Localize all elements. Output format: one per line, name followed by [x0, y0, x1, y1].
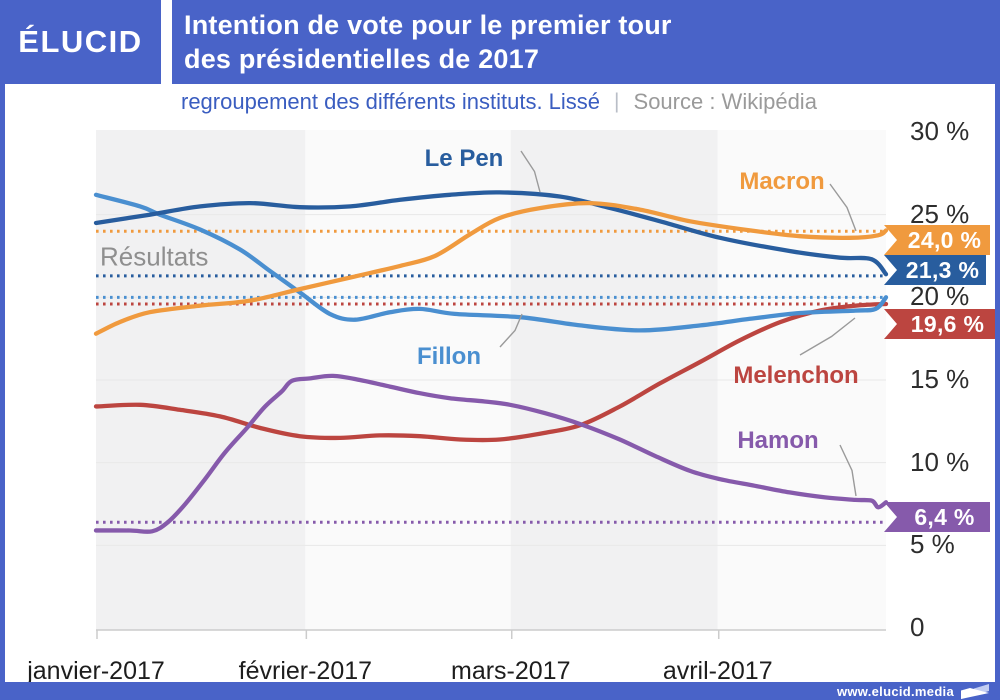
series-line-macron: [93, 200, 889, 336]
page-title: Intention de vote pour le premier tour d…: [172, 0, 1000, 84]
title-line-1: Intention de vote pour le premier tour: [184, 10, 672, 40]
series-label-le-pen: Le Pen: [424, 145, 504, 172]
y-axis-label: 20 %: [910, 281, 970, 312]
subtitle-method: regroupement des différents instituts. L…: [181, 89, 601, 114]
x-axis-label: février-2017: [238, 657, 373, 685]
label-pointer-line: [799, 317, 856, 356]
result-badge-le-pen: 21,3 %: [884, 255, 986, 285]
label-pointer-line: [520, 150, 541, 193]
y-axis-label: 0: [910, 611, 925, 642]
y-axis-label: 10 %: [910, 446, 970, 477]
label-pointer-line: [839, 444, 857, 497]
label-pointer-line: [829, 183, 857, 232]
y-axis-label: 5 %: [910, 529, 955, 560]
series-label-macron: Macron: [739, 168, 825, 195]
title-line-2: des présidentielles de 2017: [184, 44, 540, 74]
y-axis-label: 25 %: [910, 198, 970, 229]
series-label-hamon: Hamon: [737, 427, 819, 454]
left-border: [0, 80, 5, 700]
chart-subtitle: regroupement des différents instituts. L…: [0, 84, 1000, 120]
elucid-logo: ÉLUCID: [0, 0, 161, 84]
y-axis-label: 15 %: [910, 363, 970, 394]
y-axis-label: 30 %: [910, 115, 970, 146]
x-axis-label: mars-2017: [451, 657, 571, 685]
x-axis-label: janvier-2017: [27, 657, 165, 685]
footer-url: www.elucid.media: [836, 683, 954, 699]
right-border: [995, 80, 1000, 700]
elucid-flag-icon: [960, 683, 990, 700]
result-badge-macron: 24,0 %: [884, 225, 990, 255]
subtitle-separator: |: [614, 90, 620, 113]
results-label: Résultats: [100, 241, 209, 272]
result-badge-melenchon: 19,6 %: [884, 309, 996, 339]
series-line-melenchon: [93, 301, 889, 443]
result-badge-hamon: 6,4 %: [884, 502, 990, 532]
series-line-fillon: [93, 192, 889, 333]
x-axis-label: avril-2017: [662, 657, 773, 685]
series-line-hamon: [93, 373, 889, 534]
label-pointer-line: [499, 313, 523, 348]
series-line-le-pen: [93, 190, 889, 277]
series-label-fillon: Fillon: [417, 343, 481, 370]
header: ÉLUCID Intention de vote pour le premier…: [0, 0, 1000, 84]
subtitle-source: Source : Wikipédia: [633, 89, 817, 114]
series-label-melenchon: Melenchon: [733, 362, 859, 389]
footer: www.elucid.media: [0, 682, 1000, 700]
